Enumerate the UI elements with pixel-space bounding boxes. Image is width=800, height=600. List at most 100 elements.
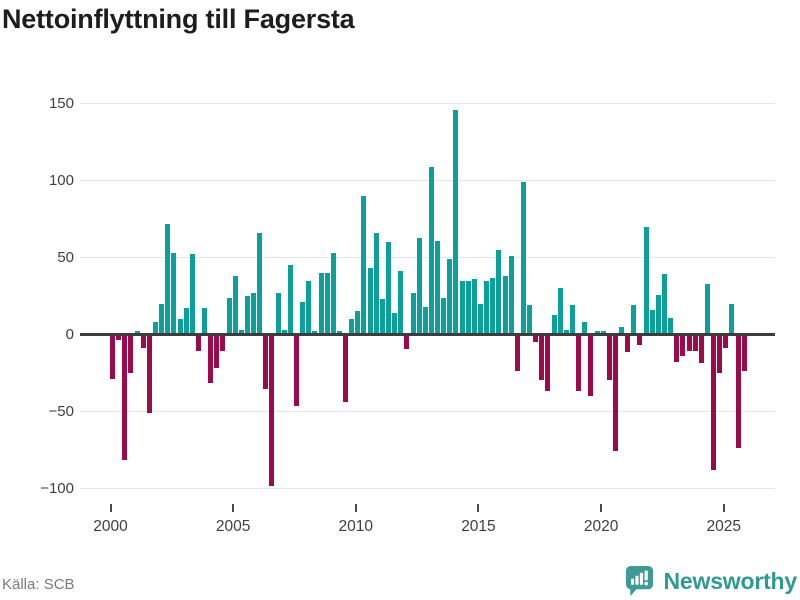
bar [668,317,674,335]
gridline [80,257,775,258]
x-axis-tick-label: 2000 [93,518,128,535]
bar [343,335,348,402]
bar [459,280,465,335]
bar [367,268,373,335]
zero-axis-line [80,333,775,336]
bar [349,319,355,335]
bar [422,306,428,335]
bar [238,329,244,335]
bar [128,335,134,373]
x-axis-tick [477,504,480,512]
bar [336,331,342,335]
bar [171,252,177,335]
bar [686,335,692,351]
bar [698,335,704,364]
bar [557,288,563,335]
bar [122,335,128,461]
bar [441,297,447,335]
chart-title: Nettoinflyttning till Fagersta [2,4,355,34]
bar [465,280,471,335]
bar [195,335,201,351]
y-axis-tick-label: 150 [48,94,74,112]
bar [735,335,741,448]
bar [183,308,189,335]
bar [471,279,477,335]
bar [741,335,747,371]
bar [625,335,631,353]
bar [680,335,686,356]
bar [631,305,637,335]
bar [416,237,422,335]
bar [214,335,220,368]
bar [146,335,152,413]
gridline [80,180,775,181]
bar [692,335,698,351]
bar [232,276,238,335]
bar [539,335,545,381]
bar [502,276,508,335]
bar [496,249,502,335]
bar [220,335,226,351]
bar [600,331,606,335]
bar [134,331,140,335]
bar [612,335,618,451]
bar [704,283,710,335]
bar [306,280,312,335]
source-label: Källa: SCB [2,576,75,593]
bar [355,311,361,335]
bar [318,272,324,335]
bar [189,254,195,335]
bar [294,335,299,407]
bar [484,280,490,335]
bar [257,232,263,335]
bar [324,272,330,335]
bar [643,226,649,335]
bar [300,302,306,335]
bar [269,335,275,487]
y-axis-tick-label: 0 [65,325,74,343]
x-axis-tick-label: 2025 [706,518,741,535]
bar [140,335,146,348]
bar [655,294,661,335]
y-axis-tick-label: 50 [57,248,74,266]
bar [508,256,514,335]
bar [588,335,594,396]
bar [244,296,250,335]
bar [637,335,643,345]
bar [594,331,600,335]
x-axis-tick [232,504,235,512]
bar [674,335,680,362]
bar [729,303,735,335]
bar [251,292,256,335]
x-axis-tick-label: 2005 [215,518,251,535]
bar [226,297,232,335]
bar [202,308,207,335]
bar [711,335,716,470]
newsworthy-logo: Newsworthy [624,564,797,598]
bar [373,232,379,335]
bar [116,335,122,341]
bar [208,335,214,384]
bar [661,274,667,335]
bar [428,166,434,335]
bar [379,299,385,335]
gridline [80,103,775,104]
y-axis-tick-label: −50 [48,402,74,420]
bar [410,292,416,335]
bar [576,335,582,391]
bar [177,319,183,335]
bar [386,242,391,335]
x-axis-tick [109,504,112,512]
gridline [80,411,775,412]
x-axis-tick-label: 2020 [583,518,619,535]
bar [435,240,440,335]
bar [478,303,483,335]
bar [619,326,624,335]
x-axis-tick [600,504,603,512]
bar [263,335,269,390]
bar [281,329,287,335]
bar [582,322,588,335]
bar [110,335,115,379]
x-axis-tick [354,504,357,512]
